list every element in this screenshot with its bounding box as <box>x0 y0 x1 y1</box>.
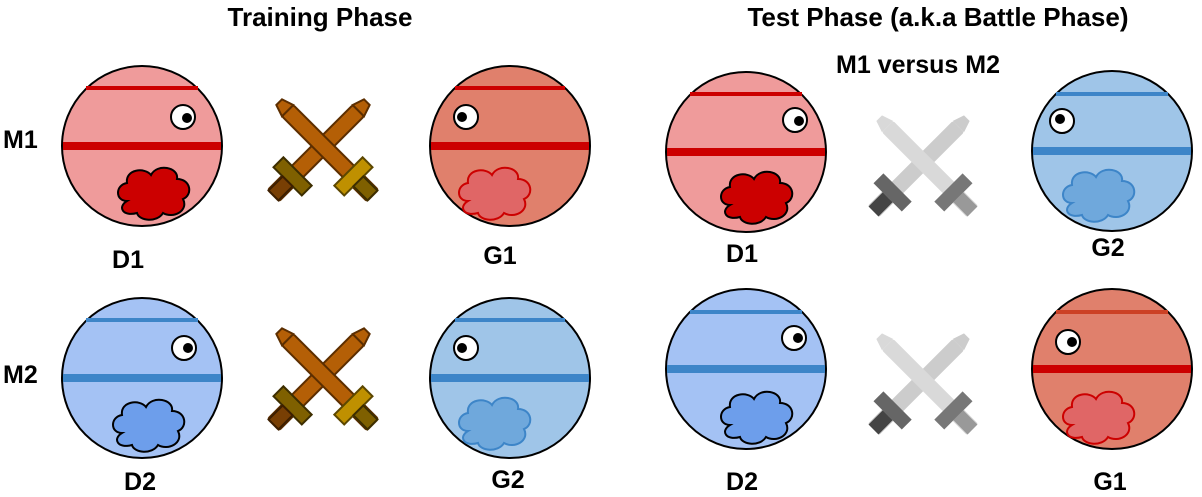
crossed-swords-icon <box>258 316 388 440</box>
label-d2-training: D2 <box>124 468 156 496</box>
row-label-m1: M1 <box>3 126 38 154</box>
test-subtitle: M1 versus M2 <box>836 51 1000 79</box>
planet-g1-test <box>1031 288 1193 450</box>
label-g2-training: G2 <box>491 466 524 494</box>
row-label-m2: M2 <box>3 361 38 389</box>
training-title: Training Phase <box>228 2 413 32</box>
planet-g2-training <box>429 297 591 459</box>
planet-g1-training <box>429 65 591 227</box>
crossed-swords-icon <box>258 87 388 211</box>
label-d2-test: D2 <box>726 468 758 496</box>
crossed-swords-icon <box>859 322 987 444</box>
label-g2-test: G2 <box>1091 234 1124 262</box>
label-d1-test: D1 <box>726 240 758 268</box>
label-g1-test: G1 <box>1093 468 1126 496</box>
planet-g2-test <box>1031 70 1193 232</box>
planet-d1-training <box>61 65 223 227</box>
label-d1-training: D1 <box>112 246 144 274</box>
test-title: Test Phase (a.k.a Battle Phase) <box>747 2 1128 32</box>
planet-d2-test <box>665 288 827 450</box>
crossed-swords-icon <box>859 104 987 226</box>
planet-d2-training <box>61 297 223 459</box>
planet-d1-test <box>665 71 827 233</box>
label-g1-training: G1 <box>483 242 516 270</box>
